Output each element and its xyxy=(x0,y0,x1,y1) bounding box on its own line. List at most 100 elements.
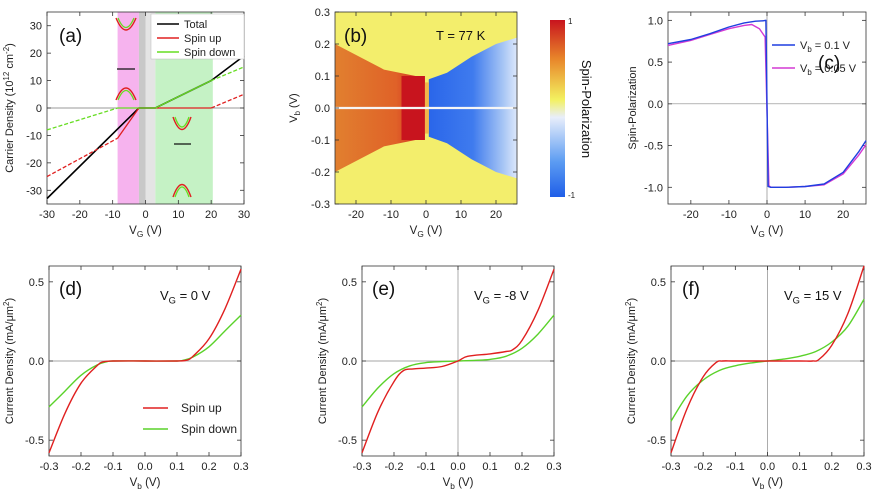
x-tick-label: 0 xyxy=(423,209,429,221)
band-diagram-inset xyxy=(115,17,137,101)
text-run: V xyxy=(410,225,418,237)
text-run: cm xyxy=(4,54,16,72)
colorbar-title: Spin-Polarization xyxy=(579,60,594,158)
y-tick-label: -0.5 xyxy=(647,435,666,447)
text-run: 12 xyxy=(2,72,11,81)
y-axis-label: Carrier Density (1012​ cm-2​) xyxy=(2,43,16,173)
cone-up xyxy=(115,17,137,31)
y-tick-label: -10 xyxy=(26,130,42,142)
y-tick-label: 0.2 xyxy=(315,39,330,51)
axes-f: -0.3 -0.2 -0.1 0.0 0.1 0.2 0.3 -0.5 0.0 0.5 Vb​ (V… xyxy=(624,265,872,491)
legend: Total Spin up Spin down xyxy=(150,13,245,60)
y-tick-label: 0.0 xyxy=(29,356,44,368)
legend-entry: Total xyxy=(184,19,207,31)
x-tick-label: -0.2 xyxy=(72,461,91,473)
text-run: (V) xyxy=(765,225,784,237)
text-run: Current Density (mA/μm xyxy=(626,306,638,424)
panel-label: (e) xyxy=(372,279,395,300)
y-tick-label: -0.5 xyxy=(644,141,663,153)
cone-down xyxy=(117,89,135,101)
y-axis-label: Current Density (mA/μm2​) xyxy=(315,298,329,424)
x-tick-label: 20 xyxy=(490,209,502,221)
text-run: G xyxy=(793,295,800,306)
text-run: G xyxy=(417,229,423,239)
gate-voltage-annotation: VG​ = 0 V xyxy=(160,288,211,306)
x-tick-label: 0.2 xyxy=(514,461,529,473)
text-run: b xyxy=(293,110,302,115)
axes-b: -20 -10 0 10 20 -0.3 -0.2 -0.1 0.0 0.1 0.2 0.3 VG​ (… xyxy=(288,7,518,239)
gate-voltage-annotation: VG​ = 15 V xyxy=(784,288,842,306)
cone-up xyxy=(115,87,137,101)
y-axis-label: Spin-Polarization xyxy=(627,66,639,149)
x-axis-label: VG​ (V) xyxy=(751,225,784,239)
series-v-b-0-1-v xyxy=(667,19,867,188)
panel-label: (b) xyxy=(344,26,367,47)
y-tick-label: 20 xyxy=(30,48,42,60)
axes-c: -20 -10 0 10 20 -1.0 -0.5 0.0 0.5 1.0 VG​ (V) Spin-… xyxy=(627,11,867,239)
legend-entry: Spin down xyxy=(181,422,237,436)
colorbar-max-label: 1 xyxy=(568,17,573,26)
x-tick-label: -10 xyxy=(721,209,737,221)
series-spin-up xyxy=(48,268,242,454)
band-diagram-inset xyxy=(172,116,192,198)
x-axis-label: VG​ (V) xyxy=(129,225,162,239)
x-tick-label: 0.2 xyxy=(824,461,839,473)
x-tick-label: 0.0 xyxy=(760,461,775,473)
y-tick-label: -1.0 xyxy=(644,182,663,194)
series-spin-down xyxy=(46,107,118,131)
legend-entry: Vb​ = 0.05 V xyxy=(800,63,857,77)
legend-entry: Spin down xyxy=(184,47,235,59)
y-tick-label: 0.3 xyxy=(315,7,330,19)
text-run: G xyxy=(169,295,176,306)
x-tick-label: -0.2 xyxy=(385,461,404,473)
x-tick-label: 0.0 xyxy=(137,461,152,473)
y-tick-label: 0.5 xyxy=(342,277,357,289)
y-tick-label: 0.0 xyxy=(315,103,330,115)
y-tick-label: -0.3 xyxy=(311,199,330,211)
cone-up xyxy=(172,116,192,131)
text-run: ) xyxy=(4,43,16,47)
text-run: V xyxy=(784,288,793,303)
text-run: V xyxy=(800,63,808,75)
text-run: G xyxy=(483,295,490,306)
text-run: V xyxy=(129,225,137,237)
series-spin-up xyxy=(210,93,245,109)
x-tick-label: 0.1 xyxy=(169,461,184,473)
text-run: V xyxy=(474,288,483,303)
panel-label: (a) xyxy=(59,26,82,47)
legend: Spin up Spin down xyxy=(143,401,237,436)
panel-label: (c) xyxy=(818,53,840,74)
text-run: V xyxy=(443,477,451,489)
text-run: b xyxy=(137,481,142,491)
x-tick-label: -0.3 xyxy=(353,461,372,473)
y-tick-label: -0.5 xyxy=(338,435,357,447)
axes-d: -0.3 -0.2 -0.1 0.0 0.1 0.2 0.3 -0.5 0.0 0.5 Vb​ (V… xyxy=(2,265,249,491)
series-spin-up xyxy=(361,268,555,454)
text-run: b xyxy=(807,45,812,54)
gate-voltage-annotation: VG​ = -8 V xyxy=(474,288,529,306)
y-axis-label: Current Density (mA/μm2​) xyxy=(2,298,16,424)
x-tick-label: -10 xyxy=(105,209,121,221)
x-tick-label: 20 xyxy=(837,209,849,221)
text-run: ) xyxy=(317,298,329,302)
x-tick-label: -0.1 xyxy=(726,461,745,473)
y-tick-label: 0.5 xyxy=(648,57,663,69)
text-run: -2 xyxy=(2,47,11,54)
text-run: 2 xyxy=(2,302,11,306)
text-run: (V) xyxy=(455,477,474,489)
text-run: = 0.1 V xyxy=(812,40,851,52)
y-tick-label: 0.0 xyxy=(342,356,357,368)
text-run: Carrier Density (10 xyxy=(4,80,16,172)
colorbar-min-label: -1 xyxy=(568,191,576,200)
x-tick-label: 10 xyxy=(455,209,467,221)
x-axis-label: VG​ (V) xyxy=(410,225,443,239)
text-run: ) xyxy=(4,298,16,302)
text-run: (V) xyxy=(143,225,162,237)
y-tick-label: 30 xyxy=(30,21,42,33)
y-tick-label: -0.2 xyxy=(311,167,330,179)
x-tick-label: -10 xyxy=(383,209,399,221)
x-tick-label: 10 xyxy=(799,209,811,221)
text-run: 2 xyxy=(624,302,633,306)
text-run: ) xyxy=(626,298,638,302)
